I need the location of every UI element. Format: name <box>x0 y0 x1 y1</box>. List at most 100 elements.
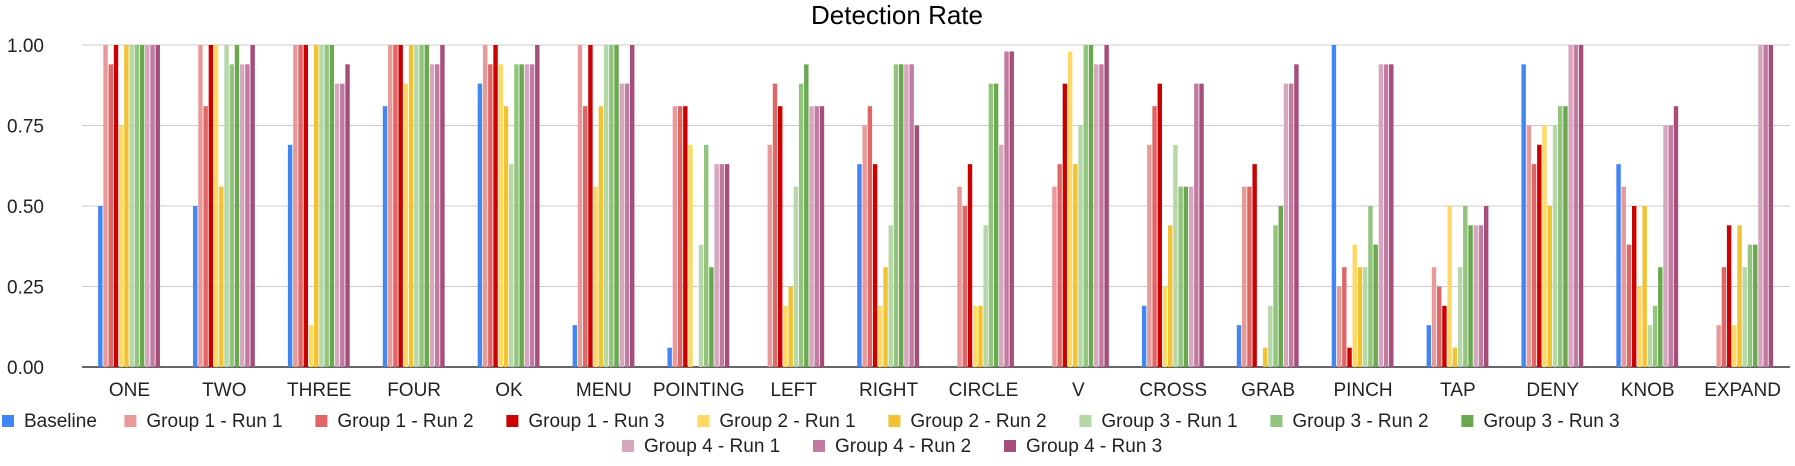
bar-menu-series-4 <box>593 186 598 367</box>
bar-grab-series-11 <box>1294 64 1299 367</box>
bar-circle-series-7 <box>988 83 994 367</box>
bar-pinch-series-1 <box>1336 286 1342 367</box>
bar-knob-series-11 <box>1673 106 1679 368</box>
legend-swatch <box>124 415 137 427</box>
x-tick-label: CROSS <box>1139 380 1207 401</box>
x-tick-label: CIRCLE <box>949 380 1019 401</box>
bar-three-series-11 <box>345 64 350 367</box>
bar-three-series-7 <box>324 45 329 367</box>
bar-pointing-series-9 <box>714 164 719 367</box>
bar-v-series-7 <box>1083 45 1088 367</box>
x-tick-label: PINCH <box>1333 380 1392 401</box>
x-tick-label: RIGHT <box>859 380 919 401</box>
bar-cross-series-9 <box>1188 186 1194 367</box>
bar-circle-series-5 <box>978 305 983 367</box>
bar-four-series-6 <box>414 45 419 367</box>
legend-swatch <box>697 415 710 427</box>
bar-cross-series-6 <box>1173 144 1178 367</box>
x-tick-label: V <box>1072 380 1085 401</box>
bar-tap-series-8 <box>1468 225 1473 367</box>
bar-pointing-series-0 <box>667 347 672 367</box>
legend-label: Group 3 - Run 3 <box>1483 411 1619 432</box>
bar-deny-series-11 <box>1578 45 1584 367</box>
legend-label: Group 4 - Run 1 <box>644 436 780 457</box>
bar-expand-series-8 <box>1752 244 1758 367</box>
bar-cross-series-7 <box>1178 186 1183 367</box>
bar-four-series-0 <box>382 106 388 368</box>
bar-right-series-11 <box>914 125 920 367</box>
bar-circle-series-1 <box>957 186 962 367</box>
bar-three-series-8 <box>329 45 335 367</box>
bar-cross-series-5 <box>1168 225 1173 367</box>
bar-right-series-7 <box>893 64 899 367</box>
bar-circle-series-8 <box>993 83 999 367</box>
grid-layer <box>82 44 1790 368</box>
bar-pinch-series-4 <box>1352 244 1357 367</box>
bar-circle-series-4 <box>973 305 978 367</box>
x-axis: ONE TWO THREE FOUR OK MENU POINTING LEFT RIGHT CI… <box>109 380 1781 401</box>
bar-cross-series-1 <box>1147 144 1152 367</box>
bar-deny-series-4 <box>1542 125 1547 367</box>
bar-expand-series-7 <box>1747 244 1753 367</box>
bar-ok-series-10 <box>529 64 535 367</box>
bar-pointing-series-2 <box>677 106 683 368</box>
x-tick-label: KNOB <box>1621 380 1675 401</box>
bar-ok-series-0 <box>477 83 483 367</box>
legend-label: Group 2 - Run 1 <box>719 411 855 432</box>
legend-swatch <box>813 440 825 452</box>
bar-four-series-8 <box>424 45 429 367</box>
bar-v-series-4 <box>1067 51 1073 367</box>
bar-expand-series-5 <box>1737 225 1742 367</box>
bar-pinch-series-5 <box>1357 267 1363 367</box>
bar-three-series-9 <box>334 83 340 367</box>
bar-knob-series-10 <box>1668 125 1673 367</box>
bar-ok-series-3 <box>493 45 498 367</box>
bar-tap-series-10 <box>1478 225 1484 367</box>
bar-right-series-9 <box>904 64 909 367</box>
bar-pointing-series-8 <box>709 267 714 367</box>
bar-expand-series-1 <box>1716 325 1721 367</box>
bar-circle-series-9 <box>999 144 1004 367</box>
x-tick-label: OK <box>495 380 523 401</box>
x-tick-label: LEFT <box>770 380 817 401</box>
bar-ok-series-9 <box>524 64 530 367</box>
legend-label: Group 1 - Run 2 <box>337 411 473 432</box>
bars-layer <box>98 45 1774 368</box>
bar-circle-series-3 <box>967 164 973 367</box>
bar-one-series-11 <box>155 45 160 367</box>
legend-label: Group 4 - Run 3 <box>1026 436 1162 457</box>
bar-one-series-7 <box>134 45 140 367</box>
bar-cross-series-8 <box>1183 186 1189 367</box>
x-tick-label: TWO <box>202 380 246 401</box>
bar-tap-series-4 <box>1447 206 1452 367</box>
bar-deny-series-7 <box>1558 106 1563 368</box>
bar-tap-series-7 <box>1463 206 1468 367</box>
bar-grab-series-8 <box>1278 206 1283 367</box>
bar-four-series-5 <box>408 45 414 367</box>
bar-one-series-10 <box>150 45 155 367</box>
bar-one-series-2 <box>108 64 113 367</box>
bar-tap-series-1 <box>1431 267 1437 367</box>
bar-two-series-8 <box>234 45 240 367</box>
bar-one-series-8 <box>139 45 145 367</box>
bar-three-series-3 <box>303 45 308 367</box>
bar-circle-series-11 <box>1009 51 1014 367</box>
bar-left-series-9 <box>809 106 814 368</box>
bar-two-series-5 <box>219 186 224 367</box>
bar-menu-series-3 <box>588 45 593 367</box>
bar-circle-series-10 <box>1004 51 1009 367</box>
bar-menu-series-11 <box>629 45 635 367</box>
bar-two-series-10 <box>245 64 250 367</box>
bar-three-series-1 <box>293 45 298 367</box>
bar-v-series-6 <box>1078 125 1083 367</box>
legend-label: Baseline <box>24 411 97 432</box>
bar-two-series-7 <box>229 64 234 367</box>
bar-left-series-3 <box>778 106 783 368</box>
bar-pinch-series-9 <box>1378 64 1384 367</box>
bar-four-series-11 <box>440 45 445 367</box>
bar-left-series-11 <box>819 106 825 368</box>
bar-four-series-10 <box>434 64 440 367</box>
bar-two-series-1 <box>198 45 203 367</box>
legend-swatch <box>1461 415 1474 427</box>
